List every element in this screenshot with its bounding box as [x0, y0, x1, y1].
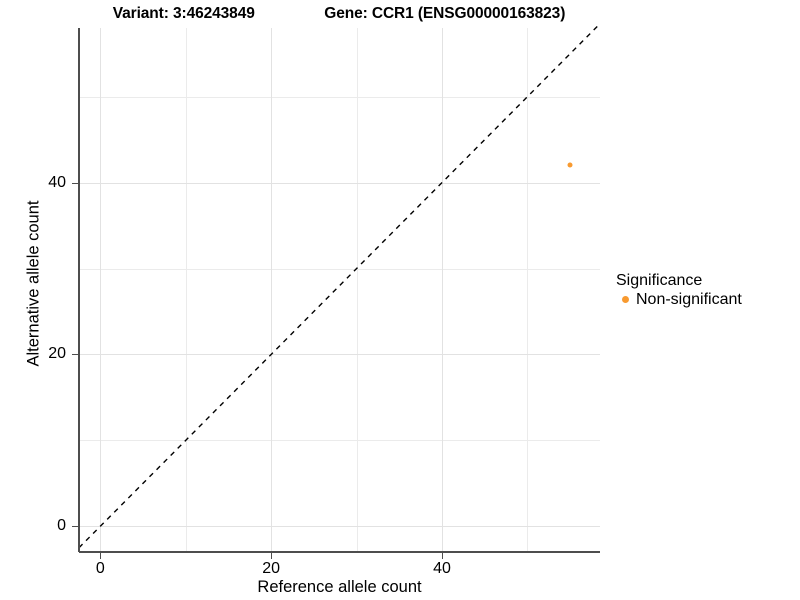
identity-reference-line: [78, 23, 601, 549]
gridline-horizontal: [79, 96, 600, 98]
y-axis-tick: [72, 182, 78, 184]
data-point[interactable]: [567, 162, 573, 168]
gridline-horizontal: [79, 354, 600, 356]
x-axis-tick: [100, 553, 102, 559]
y-axis-title: Alternative allele count: [24, 200, 43, 367]
y-axis-tick-label: 40: [48, 173, 66, 191]
y-axis-tick-label: 0: [57, 517, 66, 535]
y-axis-tick: [72, 354, 78, 356]
gridline-horizontal: [79, 440, 600, 442]
legend-items: Non-significant: [616, 291, 796, 309]
gridline-vertical: [441, 28, 443, 552]
gridline-horizontal: [79, 182, 600, 184]
gridline-vertical: [271, 28, 273, 552]
gridline-vertical: [185, 28, 187, 552]
x-axis-tick: [271, 553, 273, 559]
x-axis-line: [79, 551, 600, 553]
legend-item-label: Non-significant: [636, 290, 742, 308]
gridline-horizontal: [79, 268, 600, 270]
gene-title: Gene: CCR1 (ENSG00000163823): [324, 5, 566, 22]
legend-key-swatch: [616, 291, 634, 309]
x-axis-tick-label: 20: [262, 560, 281, 577]
legend-dot-icon: [621, 296, 629, 304]
legend: Significance Non-significant: [616, 272, 796, 309]
gridline-vertical: [100, 28, 102, 552]
x-axis-tick-label: 0: [95, 560, 105, 577]
gridline-horizontal: [79, 526, 600, 528]
legend-title: Significance: [616, 272, 703, 289]
legend-item[interactable]: Non-significant: [616, 291, 796, 309]
gridline-vertical: [356, 28, 358, 552]
y-axis-line: [78, 28, 80, 552]
x-axis-tick-label: 40: [433, 560, 451, 577]
variant-title: Variant: 3:46243849: [112, 5, 255, 22]
y-axis-tick: [72, 526, 78, 528]
plot-panel: [78, 23, 601, 552]
x-axis-title: Reference allele count: [257, 578, 422, 596]
x-axis-tick: [441, 553, 443, 559]
gridline-vertical: [527, 28, 529, 552]
y-axis-tick-label: 20: [48, 345, 66, 363]
plot-title-row: Variant: 3:46243849 Gene: CCR1 (ENSG0000…: [78, 2, 600, 26]
